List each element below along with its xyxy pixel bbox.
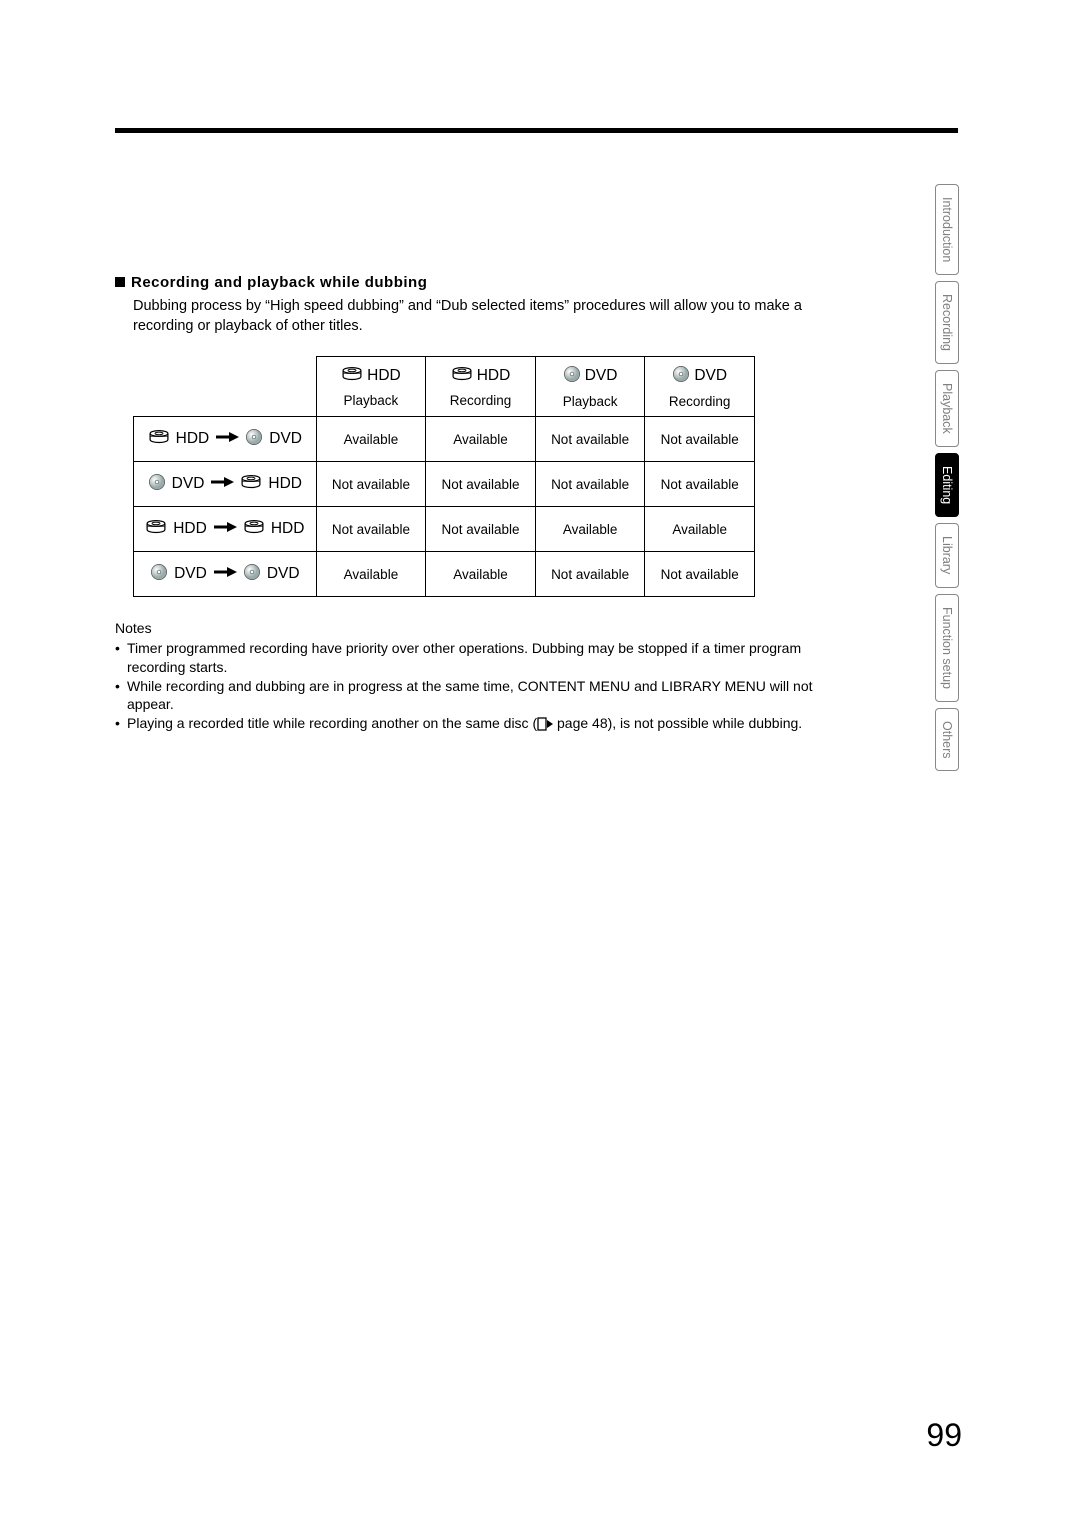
availability-cell: Not available xyxy=(645,462,755,507)
row-from-label: DVD xyxy=(174,565,207,583)
section-heading-text: Recording and playback while dubbing xyxy=(131,274,427,291)
availability-cell: Not available xyxy=(535,552,645,597)
header-sub-label: Playback xyxy=(317,393,426,408)
arrow-right-icon xyxy=(213,565,237,583)
side-tab-others[interactable]: Others xyxy=(935,708,959,772)
notes-heading: Notes xyxy=(115,619,845,637)
dubbing-availability-table: HDD Playback HDD Recording DVD Playback DVD… xyxy=(133,356,755,597)
availability-cell: Not available xyxy=(426,462,536,507)
hdd-icon xyxy=(145,519,167,540)
section-description: Dubbing process by “High speed dubbing” … xyxy=(133,297,845,336)
availability-cell: Available xyxy=(645,507,755,552)
availability-cell: Available xyxy=(426,417,536,462)
row-to-label: HDD xyxy=(268,475,302,493)
arrow-right-icon xyxy=(210,475,234,493)
note-item: Timer programmed recording have priority… xyxy=(115,639,845,675)
top-horizontal-rule xyxy=(115,128,958,133)
section-bullet-icon xyxy=(115,277,125,287)
row-from-label: HDD xyxy=(176,430,210,448)
table-row: HDD HDDNot availableNot availableAvailab… xyxy=(134,507,755,552)
availability-cell: Not available xyxy=(535,462,645,507)
table-column-header: DVD Recording xyxy=(645,357,755,417)
availability-cell: Available xyxy=(426,552,536,597)
page-ref-icon xyxy=(537,715,553,733)
header-media-label: DVD xyxy=(694,367,727,385)
dvd-icon xyxy=(563,365,581,388)
availability-cell: Available xyxy=(316,417,426,462)
notes-list: Timer programmed recording have priority… xyxy=(115,639,845,733)
header-sub-label: Recording xyxy=(645,394,754,409)
header-sub-label: Recording xyxy=(426,393,535,408)
section-heading: Recording and playback while dubbing xyxy=(115,274,845,291)
table-row: DVD HDDNot availableNot availableNot ava… xyxy=(134,462,755,507)
side-tab-playback[interactable]: Playback xyxy=(935,370,959,447)
arrow-right-icon xyxy=(215,430,239,448)
header-media-label: DVD xyxy=(585,367,618,385)
side-tab-editing[interactable]: Editing xyxy=(935,453,959,517)
hdd-icon xyxy=(451,366,473,387)
row-header: DVD DVD xyxy=(134,552,317,597)
availability-cell: Available xyxy=(535,507,645,552)
row-header: HDD DVD xyxy=(134,417,317,462)
side-tab-library[interactable]: Library xyxy=(935,523,959,587)
dvd-icon xyxy=(245,428,263,451)
availability-cell: Not available xyxy=(535,417,645,462)
row-header: DVD HDD xyxy=(134,462,317,507)
header-sub-label: Playback xyxy=(536,394,645,409)
arrow-right-icon xyxy=(213,520,237,538)
note-text-pre: Playing a recorded title while recording… xyxy=(127,715,537,731)
side-tabs: Introduction Recording Playback Editing Libr… xyxy=(935,184,962,777)
availability-cell: Available xyxy=(316,552,426,597)
main-content: Recording and playback while dubbing Dub… xyxy=(115,274,845,734)
row-to-label: DVD xyxy=(269,430,302,448)
hdd-icon xyxy=(240,474,262,495)
availability-cell: Not available xyxy=(426,507,536,552)
row-to-label: HDD xyxy=(271,520,305,538)
notes-section: Notes Timer programmed recording have pr… xyxy=(115,619,845,733)
row-from-label: HDD xyxy=(173,520,207,538)
dvd-icon xyxy=(672,365,690,388)
table-row: HDD DVDAvailableAvailableNot availableNo… xyxy=(134,417,755,462)
row-header: HDD HDD xyxy=(134,507,317,552)
side-tab-introduction[interactable]: Introduction xyxy=(935,184,959,275)
table-row: DVD DVDAvailableAvailableNot availableNo… xyxy=(134,552,755,597)
dvd-icon xyxy=(148,473,166,496)
table-corner-cell xyxy=(134,357,317,417)
table-column-header: HDD Playback xyxy=(316,357,426,417)
hdd-icon xyxy=(148,429,170,450)
note-page-ref: page 48 xyxy=(553,715,608,731)
availability-cell: Not available xyxy=(316,462,426,507)
availability-cell: Not available xyxy=(645,552,755,597)
availability-cell: Not available xyxy=(645,417,755,462)
note-text-post: ), is not possible while dubbing. xyxy=(608,715,803,731)
header-media-label: HDD xyxy=(477,367,511,385)
table-column-header: HDD Recording xyxy=(426,357,536,417)
hdd-icon xyxy=(341,366,363,387)
dvd-icon xyxy=(243,563,261,586)
note-item: While recording and dubbing are in progr… xyxy=(115,677,845,713)
header-media-label: HDD xyxy=(367,367,401,385)
row-from-label: DVD xyxy=(172,475,205,493)
note-item: Playing a recorded title while recording… xyxy=(115,714,845,733)
page-number: 99 xyxy=(926,1417,962,1454)
side-tab-recording[interactable]: Recording xyxy=(935,281,959,364)
hdd-icon xyxy=(243,519,265,540)
table-column-header: DVD Playback xyxy=(535,357,645,417)
side-tab-function-setup[interactable]: Function setup xyxy=(935,594,959,702)
row-to-label: DVD xyxy=(267,565,300,583)
dvd-icon xyxy=(150,563,168,586)
availability-cell: Not available xyxy=(316,507,426,552)
